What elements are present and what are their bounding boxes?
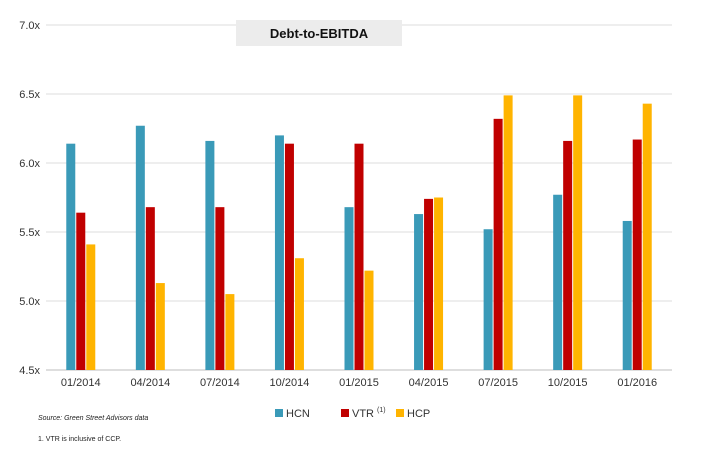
bar-hcn — [622, 220, 632, 370]
x-tick-label: 07/2015 — [478, 377, 518, 389]
legend-label-vtr: VTR — [352, 408, 374, 420]
x-tick-label: 04/2015 — [409, 377, 449, 389]
x-tick-label: 10/2015 — [548, 377, 588, 389]
bar-hcn — [483, 229, 493, 370]
bar-hcp — [503, 95, 513, 370]
legend-label-hcp: HCP — [407, 408, 430, 420]
source-note: Source: Green Street Advisors data — [38, 415, 149, 422]
legend-swatch-vtr — [341, 409, 349, 417]
bar-vtr — [563, 140, 573, 370]
x-tick-label: 10/2014 — [270, 377, 310, 389]
bar-hcn — [274, 135, 284, 370]
bar-hcp — [573, 95, 583, 370]
bar-vtr — [145, 207, 155, 370]
x-tick-label: 01/2015 — [339, 377, 379, 389]
bar-hcn — [344, 207, 354, 370]
y-tick-label: 6.5x — [19, 89, 40, 101]
y-axis-ticks: 4.5x 5.0x 5.5x 6.0x 6.5x 7.0x — [19, 20, 40, 377]
x-axis-ticks: 01/2014 04/2014 07/2014 10/2014 01/2015 04/20… — [61, 377, 657, 389]
y-tick-label: 7.0x — [19, 20, 40, 32]
legend: HCN VTR (1) HCP — [275, 407, 430, 420]
bar-hcn — [205, 140, 215, 370]
y-tick-label: 5.0x — [19, 296, 40, 308]
x-tick-label: 04/2014 — [130, 377, 170, 389]
chart-title: Debt-to-EBITDA — [270, 26, 369, 41]
bar-vtr — [215, 207, 225, 370]
x-tick-label: 01/2016 — [617, 377, 657, 389]
bar-vtr — [354, 143, 364, 370]
x-tick-label: 07/2014 — [200, 377, 240, 389]
bar-hcp — [86, 244, 96, 370]
bar-vtr — [493, 118, 503, 370]
bar-hcp — [294, 258, 304, 370]
bar-vtr — [284, 143, 294, 370]
bar-hcn — [414, 214, 424, 370]
bar-hcp — [642, 103, 652, 370]
bar-hcp — [434, 197, 444, 370]
bar-hcp — [155, 283, 165, 370]
y-tick-label: 5.5x — [19, 227, 40, 239]
y-tick-label: 6.0x — [19, 158, 40, 170]
bar-hcp — [225, 294, 235, 370]
x-tick-label: 01/2014 — [61, 377, 101, 389]
title-background — [236, 20, 402, 46]
bar-hcp — [364, 270, 374, 370]
legend-swatch-hcn — [275, 409, 283, 417]
footnote: 1. VTR is inclusive of CCP. — [38, 436, 122, 443]
bar-hcn — [66, 143, 76, 370]
legend-label-hcn: HCN — [286, 408, 310, 420]
bar-vtr — [76, 212, 86, 370]
legend-swatch-hcp — [396, 409, 404, 417]
bar-vtr — [424, 198, 434, 370]
y-tick-label: 4.5x — [19, 365, 40, 377]
legend-superscript: (1) — [377, 407, 386, 414]
chart-title-box: Debt-to-EBITDA — [236, 20, 402, 46]
bar-hcn — [135, 125, 145, 371]
bar-hcn — [553, 194, 563, 370]
bar-series — [66, 95, 652, 371]
bar-vtr — [632, 139, 642, 370]
